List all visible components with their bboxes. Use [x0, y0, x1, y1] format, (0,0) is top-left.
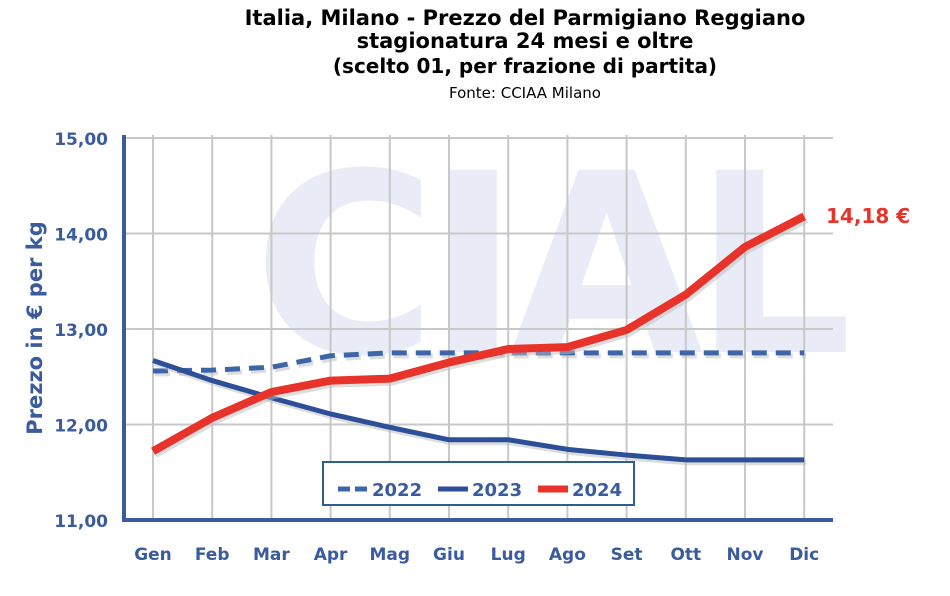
x-tick-label: Gen — [134, 545, 172, 565]
x-tick-label: Mar — [253, 545, 290, 565]
y-tick-label: 14,00 — [54, 226, 108, 246]
x-tick-label: Giu — [433, 545, 465, 565]
legend-label-2023: 2023 — [472, 480, 522, 501]
x-tick-label: Nov — [727, 545, 764, 565]
legend-label-2024: 2024 — [572, 480, 622, 501]
x-tick-label: Apr — [314, 545, 348, 565]
x-tick-label: Mag — [370, 545, 411, 565]
x-tick-label: Ago — [549, 545, 586, 565]
x-tick-label: Set — [611, 545, 643, 565]
chart-title-line2: stagionatura 24 mesi e oltre — [356, 29, 694, 53]
watermark-logo: CIAL — [253, 120, 846, 411]
series-line-2024 — [151, 212, 807, 455]
x-tick-label: Ott — [670, 545, 701, 565]
y-tick-label: 12,00 — [54, 417, 108, 437]
legend-label-2022: 2022 — [372, 480, 422, 501]
x-tick-label: Feb — [195, 545, 230, 565]
y-tick-label: 13,00 — [54, 321, 108, 341]
chart-title-line1: Italia, Milano - Prezzo del Parmigiano R… — [244, 6, 806, 30]
y-axis-label: Prezzo in € per kg — [23, 221, 47, 435]
x-tick-label: Lug — [491, 545, 526, 565]
y-tick-label: 11,00 — [54, 512, 108, 532]
legend-box — [322, 461, 635, 506]
end-value-annotation: 14,18 € — [826, 204, 910, 228]
y-tick-label: 15,00 — [54, 130, 108, 150]
chart-source: Fonte: CCIAA Milano — [449, 84, 601, 102]
chart-title-line3: (scelto 01, per frazione di partita) — [332, 54, 718, 78]
x-tick-label: Dic — [789, 545, 819, 565]
